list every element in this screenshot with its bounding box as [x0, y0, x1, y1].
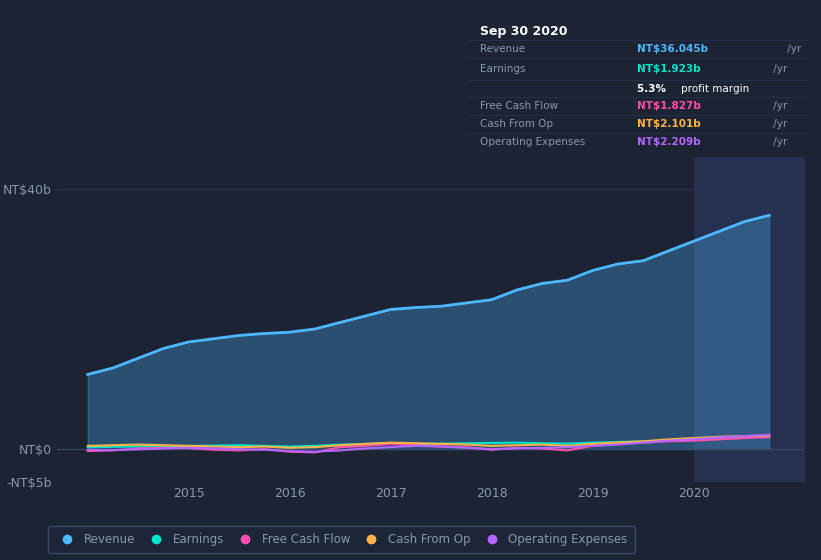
Text: NT$1.923b: NT$1.923b	[637, 64, 700, 73]
Text: Revenue: Revenue	[480, 44, 525, 54]
Text: Free Cash Flow: Free Cash Flow	[480, 101, 558, 111]
Text: NT$36.045b: NT$36.045b	[637, 44, 709, 54]
Text: Operating Expenses: Operating Expenses	[480, 137, 585, 147]
Legend: Revenue, Earnings, Free Cash Flow, Cash From Op, Operating Expenses: Revenue, Earnings, Free Cash Flow, Cash …	[48, 526, 635, 553]
Text: /yr: /yr	[769, 64, 787, 73]
Text: /yr: /yr	[784, 44, 801, 54]
Text: Cash From Op: Cash From Op	[480, 119, 553, 129]
Text: NT$2.101b: NT$2.101b	[637, 119, 701, 129]
Text: NT$2.209b: NT$2.209b	[637, 137, 700, 147]
Text: Sep 30 2020: Sep 30 2020	[480, 25, 567, 38]
Text: /yr: /yr	[769, 119, 787, 129]
Text: /yr: /yr	[769, 137, 787, 147]
Text: /yr: /yr	[769, 101, 787, 111]
Text: Earnings: Earnings	[480, 64, 525, 73]
Bar	[694, 157, 805, 482]
Text: 5.3%: 5.3%	[637, 83, 670, 94]
Text: NT$1.827b: NT$1.827b	[637, 101, 701, 111]
Text: profit margin: profit margin	[681, 83, 750, 94]
